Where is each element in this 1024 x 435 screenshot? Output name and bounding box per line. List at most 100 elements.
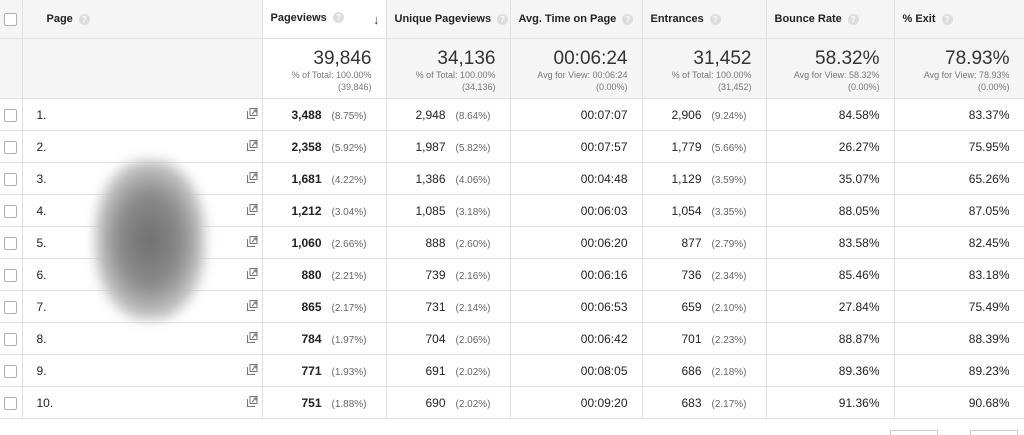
entrances-pct: (2.18%) bbox=[711, 366, 747, 378]
entrances-value: 877 bbox=[681, 235, 702, 250]
totals-row: 39,846% of Total: 100.00% (39,846) 34,136… bbox=[0, 38, 1024, 99]
select-all-checkbox[interactable] bbox=[4, 12, 18, 26]
total-value: 39,846 bbox=[313, 48, 372, 69]
pageviews-value: 1,212 bbox=[291, 203, 322, 218]
unique-pageviews-value: 691 bbox=[425, 363, 446, 378]
row-check-cell bbox=[0, 322, 23, 355]
col-avg-time[interactable]: Avg. Time on Page? bbox=[510, 0, 643, 39]
row-pageviews: 771 (1.93%) bbox=[262, 354, 387, 387]
help-icon[interactable]: ? bbox=[847, 13, 859, 25]
col-entrances[interactable]: Entrances? bbox=[642, 0, 767, 39]
help-icon[interactable]: ? bbox=[497, 13, 509, 25]
row-checkbox[interactable] bbox=[4, 332, 18, 346]
entrances-pct: (5.66%) bbox=[711, 142, 747, 154]
col-unique-pageviews[interactable]: Unique Pageviews? bbox=[386, 0, 511, 39]
row-entrances: 659 (2.10%) bbox=[642, 290, 767, 323]
row-checkbox[interactable] bbox=[4, 204, 18, 218]
row-entrances: 1,779 (5.66%) bbox=[642, 130, 767, 163]
row-bounce-rate: 88.87% bbox=[766, 322, 895, 355]
row-pageviews: 1,681 (4.22%) bbox=[262, 162, 387, 195]
row-rank: 9. bbox=[36, 364, 47, 378]
entrances-value: 701 bbox=[681, 331, 702, 346]
row-exit: 82.45% bbox=[894, 226, 1024, 259]
col-exit-label: % Exit bbox=[902, 13, 936, 25]
open-in-new-window-icon[interactable] bbox=[246, 300, 258, 311]
row-checkbox[interactable] bbox=[4, 236, 18, 250]
row-check-cell bbox=[0, 386, 23, 419]
open-in-new-window-icon[interactable] bbox=[246, 204, 258, 215]
unique-pageviews-value: 1,085 bbox=[415, 203, 446, 218]
col-avg-time-label: Avg. Time on Page bbox=[518, 13, 617, 25]
row-page-cell: 1. bbox=[22, 98, 263, 131]
help-icon[interactable]: ? bbox=[709, 13, 721, 25]
unique-pageviews-value: 1,987 bbox=[415, 139, 446, 154]
row-bounce-rate: 88.05% bbox=[766, 194, 895, 227]
entrances-pct: (2.17%) bbox=[711, 398, 747, 410]
sort-descending-arrow-icon[interactable]: ↓ bbox=[373, 11, 380, 27]
open-in-new-window-icon[interactable] bbox=[246, 364, 258, 375]
row-check-cell bbox=[0, 130, 23, 163]
select-all-cell bbox=[0, 0, 23, 39]
row-rank: 6. bbox=[36, 268, 47, 282]
entrances-value: 1,779 bbox=[671, 139, 702, 154]
row-checkbox[interactable] bbox=[4, 140, 18, 154]
pageviews-value: 865 bbox=[301, 299, 322, 314]
page-url-redacted[interactable] bbox=[77, 355, 258, 386]
total-value: 78.93% bbox=[945, 48, 1010, 69]
total-value: 58.32% bbox=[815, 48, 880, 69]
entrances-pct: (3.35%) bbox=[711, 206, 747, 218]
pageviews-pct: (8.75%) bbox=[331, 110, 367, 122]
col-bounce-rate[interactable]: Bounce Rate? bbox=[766, 0, 895, 39]
totals-page-cell bbox=[22, 38, 263, 99]
open-in-new-window-icon[interactable] bbox=[246, 268, 258, 279]
help-icon[interactable]: ? bbox=[78, 13, 90, 25]
unique-pageviews-value: 888 bbox=[425, 235, 446, 250]
row-entrances: 686 (2.18%) bbox=[642, 354, 767, 387]
page-url-redacted[interactable] bbox=[77, 323, 258, 354]
open-in-new-window-icon[interactable] bbox=[246, 108, 258, 119]
total-sub: (0.00%) bbox=[977, 82, 1010, 92]
row-entrances: 1,054 (3.35%) bbox=[642, 194, 767, 227]
total-entrances: 31,452% of Total: 100.00% (31,452) bbox=[642, 38, 767, 99]
row-checkbox[interactable] bbox=[4, 364, 18, 378]
row-page-cell: 2. bbox=[22, 130, 263, 163]
row-checkbox[interactable] bbox=[4, 172, 18, 186]
open-in-new-window-icon[interactable] bbox=[246, 172, 258, 183]
total-value: 34,136 bbox=[437, 48, 496, 69]
pageviews-value: 1,681 bbox=[291, 171, 322, 186]
open-in-new-window-icon[interactable] bbox=[246, 396, 258, 407]
open-in-new-window-icon[interactable] bbox=[246, 332, 258, 343]
col-page[interactable]: Page? bbox=[22, 0, 263, 39]
open-in-new-window-icon[interactable] bbox=[246, 140, 258, 151]
unique-pageviews-value: 1,386 bbox=[415, 171, 446, 186]
row-unique-pageviews: 2,948 (8.64%) bbox=[386, 98, 511, 131]
help-icon[interactable]: ? bbox=[332, 12, 344, 24]
col-page-label: Page bbox=[46, 13, 73, 25]
row-checkbox[interactable] bbox=[4, 268, 18, 282]
row-checkbox[interactable] bbox=[4, 300, 18, 314]
row-exit: 83.37% bbox=[894, 98, 1024, 131]
total-sub: (39,846) bbox=[337, 82, 372, 92]
pageviews-value: 1,060 bbox=[291, 235, 322, 250]
page-url-redacted[interactable] bbox=[77, 99, 258, 130]
total-sub: (0.00%) bbox=[595, 82, 628, 92]
page-url-redacted[interactable] bbox=[77, 131, 258, 162]
col-pageviews[interactable]: Pageviews? ↓ bbox=[262, 0, 387, 39]
entrances-value: 2,906 bbox=[671, 107, 702, 122]
row-avg-time: 00:06:16 bbox=[510, 258, 643, 291]
total-avg-time: 00:06:24 Avg for View: 00:06:24 (0.00%) bbox=[510, 38, 643, 99]
help-icon[interactable]: ? bbox=[622, 13, 634, 25]
redacted-page-urls bbox=[95, 160, 205, 320]
row-checkbox[interactable] bbox=[4, 396, 18, 410]
page-url-redacted[interactable] bbox=[77, 387, 258, 418]
pageviews-pct: (1.93%) bbox=[331, 366, 367, 378]
help-icon[interactable]: ? bbox=[941, 13, 953, 25]
row-checkbox[interactable] bbox=[4, 108, 18, 122]
row-rank: 1. bbox=[36, 108, 47, 122]
row-avg-time: 00:04:48 bbox=[510, 162, 643, 195]
total-bounce-rate: 58.32% Avg for View: 58.32% (0.00%) bbox=[766, 38, 895, 99]
row-avg-time: 00:07:07 bbox=[510, 98, 643, 131]
open-in-new-window-icon[interactable] bbox=[246, 236, 258, 247]
col-exit[interactable]: % Exit? bbox=[894, 0, 1024, 39]
entrances-value: 686 bbox=[681, 363, 702, 378]
